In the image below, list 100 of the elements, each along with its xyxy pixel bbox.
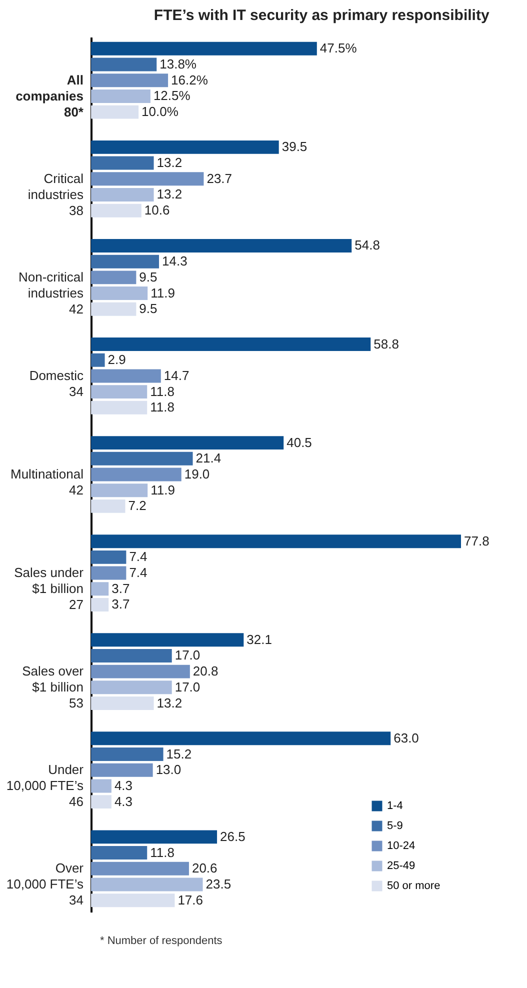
data-label: 3.7 [112,596,130,612]
data-label: 47.5% [320,40,358,56]
data-label: 77.8 [464,533,490,548]
bar [91,468,182,482]
data-label: 9.5 [139,301,158,316]
data-label: 11.8 [150,384,174,399]
data-label: 10.0% [142,104,179,120]
y-tick-label: Non-critical industries 42 [18,269,84,316]
data-label: 13.2 [156,155,182,170]
y-tick-label: Under 10,000 FTE’s 46 [6,762,84,810]
data-label: 21.4 [196,450,222,466]
bar [91,58,157,72]
data-label: 11.9 [150,482,175,498]
data-label: 11.9 [150,285,175,300]
bar [91,172,204,186]
bar [91,878,203,892]
data-label: 17.6 [178,892,204,908]
data-label: 11.8 [150,844,174,860]
bar [91,763,153,777]
bar [91,748,164,761]
bar [91,894,175,908]
bar [91,680,172,694]
data-label: 23.7 [206,170,232,186]
bar [91,779,112,793]
bar [91,156,154,170]
data-label: 32.1 [246,632,272,647]
bar [91,648,172,662]
bar [91,732,391,746]
data-label: 7.4 [129,565,148,580]
data-label: 12.5% [153,88,191,104]
data-label: 4.3 [114,794,133,809]
bar [91,534,461,548]
bar [91,582,109,596]
bar [91,369,161,383]
data-label: 13.2 [156,186,182,202]
data-label: 58.8 [374,336,399,352]
bar [91,239,352,252]
bar [91,89,150,103]
data-label: 17.0 [174,679,200,694]
bar [91,353,105,367]
y-tick-label: Over 10,000 FTE’s 34 [6,860,84,908]
data-label: 3.7 [112,580,130,596]
bar [91,42,317,56]
data-label: 7.4 [129,549,148,564]
bar [91,140,279,154]
data-label: 11.8 [150,400,174,415]
bar [91,633,244,647]
data-label: 2.9 [108,352,126,368]
y-tick-label: Critical industries 38 [28,170,84,218]
bar [91,436,284,450]
y-tick-label: Multinational 42 [10,466,84,498]
bar [91,302,136,316]
bar [91,74,168,88]
y-tick-label: Domestic 34 [29,368,84,399]
data-label: 17.0 [174,648,200,663]
data-label: 23.5 [206,876,232,892]
bar [91,598,109,612]
bar [91,566,126,580]
data-label: 26.5 [220,828,246,844]
data-label: 14.7 [164,368,190,383]
bar [91,550,126,564]
data-label: 9.5 [139,269,158,284]
data-label: 7.2 [128,498,146,514]
bar [91,105,139,119]
legend-label: 25-49 [387,860,416,872]
data-label: 20.6 [192,860,218,876]
legend-label: 1-4 [387,800,403,812]
data-label: 20.8 [192,664,218,679]
bar [91,484,148,498]
chart-title: FTE’s with IT security as primary responsibility [154,7,490,24]
data-label: 19.0 [184,466,210,482]
bar [91,385,148,399]
text: * Number of respondents [100,935,224,947]
data-label: 16.2% [171,72,208,88]
data-label: 14.3 [162,254,188,269]
data-label: 40.5 [286,434,312,450]
data-label: 10.6 [144,202,170,218]
y-tick-label: Sales over $1 billion 53 [22,664,84,711]
legend-label: 5-9 [387,820,403,832]
bar [91,338,371,352]
data-label: 39.5 [282,139,308,154]
bar [91,188,154,202]
legend-label: 10-24 [387,840,416,852]
data-label: 13.2 [156,695,182,710]
data-label: 63.0 [394,730,419,746]
bar [91,452,193,466]
bar [91,830,218,844]
data-label: 15.2 [166,746,192,762]
bar [91,862,189,876]
data-label: 54.8 [354,238,380,253]
bar [91,846,148,860]
bar [91,696,154,710]
bar [91,795,112,809]
bar [91,286,148,300]
y-tick-label: All companies 80* [16,72,84,120]
bar [91,254,160,268]
bar [91,270,136,284]
bar [91,499,126,513]
data-label: 13.0 [156,762,182,778]
bar [91,664,190,678]
